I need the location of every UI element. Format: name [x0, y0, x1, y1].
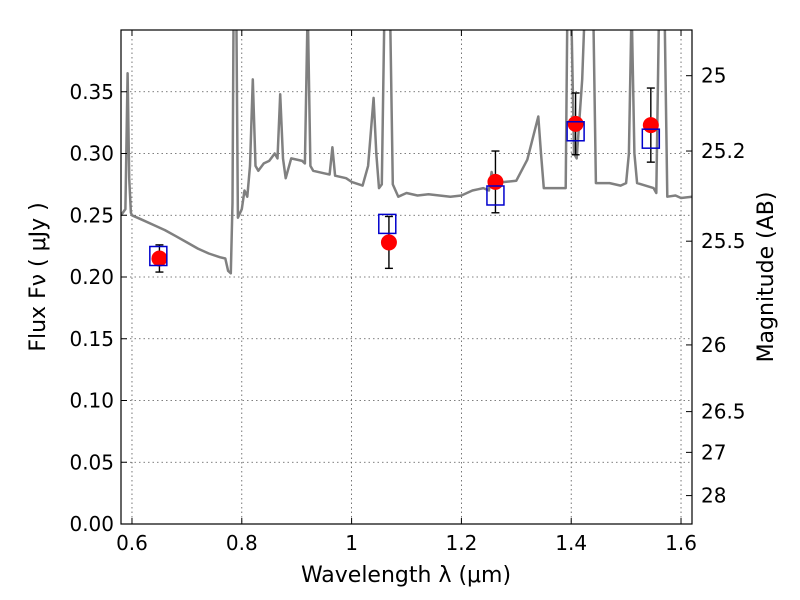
y-axis-label: Flux Fν ( μJy ) — [26, 202, 51, 351]
observed-point — [151, 250, 168, 267]
observed-point — [642, 117, 659, 134]
observed-point — [487, 173, 504, 190]
model-spectrum-line — [121, 30, 692, 275]
model-photometry-square — [641, 128, 661, 149]
x-tick-label: 1.2 — [445, 531, 477, 555]
x-axis: 0.6 0.8 1 1.2 1.4 1.6 — [116, 30, 697, 555]
x-tick-label: 0.8 — [226, 531, 258, 555]
model-photometry-square — [149, 245, 168, 267]
y-axis-right-label: Magnitude (AB) — [754, 192, 779, 363]
right-tick-label: 25 — [701, 64, 726, 88]
y-tick-label: 0.20 — [69, 265, 114, 289]
model-photometry-square — [566, 121, 585, 142]
y-tick-label: 0.05 — [69, 450, 114, 474]
observed-point — [380, 234, 397, 251]
x-axis-label: Wavelength λ (μm) — [301, 563, 511, 588]
right-tick-label: 28 — [701, 484, 726, 508]
grid-lines — [121, 30, 692, 525]
plot-area — [121, 30, 692, 275]
x-tick-label: 1.6 — [665, 531, 697, 555]
right-tick-label: 25.2 — [701, 139, 746, 163]
y-tick-label: 0.30 — [69, 142, 114, 166]
model-photometry-square — [378, 213, 397, 235]
x-tick-label: 0.6 — [116, 531, 148, 555]
y-tick-label: 0.15 — [69, 327, 114, 351]
right-tick-label: 25.5 — [701, 229, 746, 253]
x-tick-label: 1 — [345, 531, 358, 555]
right-tick-label: 26.5 — [701, 400, 746, 424]
y-axis-left: 0.00 0.05 0.10 0.15 0.20 0.25 0.30 0.35 — [69, 80, 127, 536]
y-tick-label: 0.00 — [69, 512, 114, 536]
right-tick-label: 27 — [701, 440, 726, 464]
model-photometry-square — [486, 185, 505, 206]
right-tick-label: 26 — [701, 333, 726, 357]
x-tick-label: 1.4 — [555, 531, 587, 555]
y-axis-right: 25 25.2 25.5 26 26.5 27 28 — [686, 64, 746, 508]
y-tick-label: 0.25 — [69, 203, 114, 227]
observed-point — [567, 115, 584, 132]
y-tick-label: 0.10 — [69, 389, 114, 413]
y-tick-label: 0.35 — [69, 80, 114, 104]
